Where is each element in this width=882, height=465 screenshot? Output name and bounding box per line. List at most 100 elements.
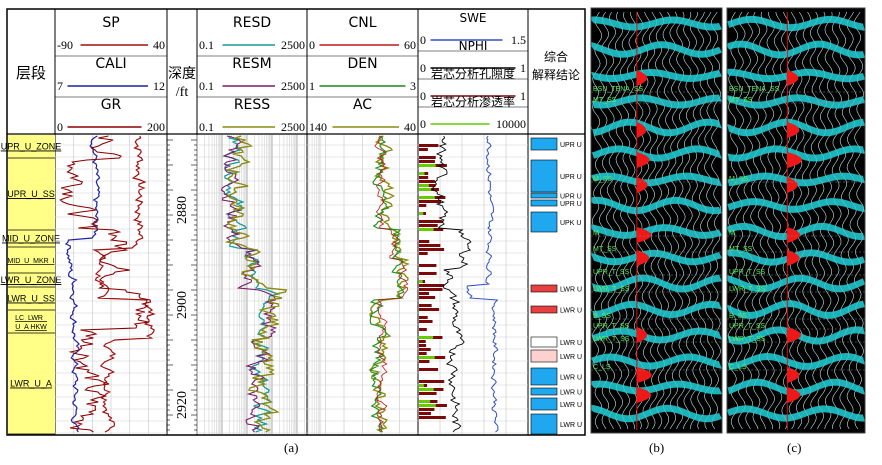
curve-max: 200 [147, 120, 165, 134]
core-porosity-bar [419, 360, 430, 363]
zone-label: LC_LWR_ [15, 315, 47, 322]
curve-max: 1 [520, 61, 526, 75]
curve-max: 60 [404, 38, 416, 52]
core-porosity-bar [419, 144, 439, 147]
reflector-band [727, 172, 865, 187]
core-porosity-bar [419, 220, 443, 223]
reflector-band [591, 172, 722, 187]
zone-label: LWR_U_A [10, 379, 52, 389]
interp-label: LWR U [560, 287, 582, 294]
impedance-spike [636, 387, 652, 403]
depth-tick-label: 2880 [175, 196, 190, 224]
zone-header: 层段 [16, 64, 46, 82]
core-perm-bar [419, 356, 435, 359]
interp-block [530, 397, 558, 411]
core-perm-bar [419, 184, 429, 187]
core-porosity-bar [419, 244, 441, 247]
depth-tick-label: 2900 [175, 291, 190, 319]
horizon-label: MT_SS [729, 97, 753, 104]
interp-block [530, 199, 558, 207]
seismic-trace [647, 11, 659, 430]
horizon-label: B_SS [729, 313, 747, 320]
core-porosity-bar [419, 252, 428, 255]
curve-min: 0.1 [199, 120, 214, 134]
impedance-spike [787, 367, 800, 383]
reflector-band [727, 15, 865, 32]
core-porosity-bar [419, 392, 437, 395]
core-perm-bar [419, 404, 436, 407]
horizon-label: M_SS [729, 176, 748, 183]
seismic-trace [809, 11, 820, 430]
caption-a: (a) [284, 440, 299, 455]
core-porosity-bar [419, 288, 443, 291]
zone-label: UPR_U_ZONE [1, 142, 62, 152]
impedance-spike [636, 177, 648, 193]
interp-label: LWR U [560, 340, 582, 347]
seismic-trace [710, 11, 721, 430]
core-perm-bar [419, 400, 431, 403]
reflector-band [591, 249, 722, 266]
impedance-spike [636, 152, 650, 168]
interp-block [530, 192, 558, 199]
reflector-band [727, 118, 865, 137]
core-porosity-bar [419, 328, 427, 331]
panel-b-seismic: BSU_TENA_SS MT_SS M_SS M MT_SS UPR_T_SS LWR_T_… [590, 7, 723, 434]
interp-block [530, 137, 558, 151]
curve-name: CNL [348, 15, 376, 31]
zone-label: U_A HKW [15, 324, 47, 331]
core-perm-bar [419, 196, 435, 199]
core-porosity-bar [419, 416, 446, 419]
horizon-label: C_LS [593, 364, 611, 371]
interp-block [530, 387, 558, 396]
reflector-band [591, 69, 722, 82]
core-porosity-bar [419, 176, 429, 179]
core-porosity-bar [419, 340, 426, 343]
curve-max: 3 [410, 79, 416, 93]
seismic-trace [794, 11, 805, 430]
seismic-trace [727, 11, 739, 430]
reflector-band [591, 41, 722, 58]
reflector-band [591, 353, 722, 370]
interp-header-2: 解释结论 [532, 68, 580, 82]
curve-min: 0 [420, 33, 426, 47]
reflector-band [591, 404, 722, 423]
zone-label: MID_U_MKR_I [7, 258, 54, 265]
core-porosity-bar [419, 204, 427, 207]
zone-fill [8, 135, 55, 434]
zone-label: LWR_U_ZONE [1, 275, 62, 285]
interp-label: LWR U [560, 354, 582, 361]
core-perm-bar [419, 388, 434, 391]
core-porosity-bar [419, 368, 439, 371]
impedance-spike [636, 250, 649, 266]
curve-name: SWE [459, 11, 486, 25]
interp-block [530, 305, 558, 314]
curve-name: RESS [234, 97, 270, 113]
curve-name: NPHI [459, 39, 488, 53]
interp-label: LWR U [560, 375, 582, 382]
impedance-spike [636, 327, 648, 343]
horizon-label: B_SS [593, 313, 611, 320]
reflector-band [591, 118, 722, 137]
curve-max: 1.5 [511, 33, 526, 47]
curve-min: -90 [57, 38, 73, 52]
zone-label: UPR_U_SS [7, 189, 55, 199]
reflector-band [727, 94, 865, 109]
cali-curve [64, 135, 101, 433]
impedance-spike [636, 367, 652, 383]
reflector-band [727, 405, 865, 422]
reflector-band [591, 274, 722, 293]
impedance-spike [787, 152, 802, 168]
interp-label: UPR U [560, 174, 582, 181]
impedance-spike [636, 227, 652, 243]
core-porosity-bar [419, 316, 428, 319]
seismic-trace [655, 11, 666, 430]
horizon-label: UPR_T_SS [593, 269, 630, 276]
impedance-spike [787, 122, 800, 138]
curve-max: 12 [153, 79, 165, 93]
curve-min: 0 [420, 117, 426, 131]
impedance-spike [636, 70, 647, 86]
curve-name: RESM [232, 56, 272, 72]
panel-border [726, 7, 866, 434]
interp-block [530, 211, 558, 233]
